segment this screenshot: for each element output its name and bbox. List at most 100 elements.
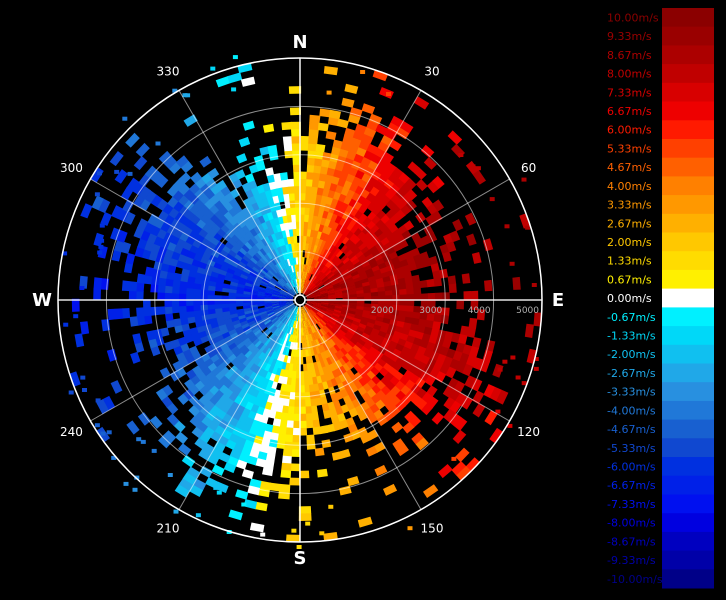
velocity-cell (347, 252, 356, 260)
velocity-cell (191, 426, 204, 439)
velocity-cell (207, 308, 216, 315)
velocity-cell (353, 363, 363, 373)
velocity-cell (275, 367, 282, 376)
velocity-cell (158, 150, 173, 165)
velocity-cell (317, 310, 325, 316)
velocity-cell (281, 462, 292, 471)
velocity-cell (222, 283, 231, 289)
velocity-cell (351, 320, 361, 327)
velocity-cell (317, 345, 324, 354)
velocity-cell (309, 333, 314, 342)
velocity-cell (271, 326, 278, 334)
velocity-cell (284, 317, 290, 325)
velocity-cell (433, 277, 442, 287)
velocity-cell (246, 249, 255, 258)
velocity-cell (285, 301, 294, 304)
velocity-cell (189, 327, 199, 336)
velocity-cell (174, 484, 190, 498)
velocity-cell (137, 237, 148, 250)
velocity-cell (280, 305, 288, 310)
velocity-cell (315, 269, 322, 278)
velocity-cell (293, 399, 300, 408)
velocity-cell (311, 308, 318, 314)
velocity-cell (289, 289, 296, 295)
velocity-cell (234, 230, 244, 240)
velocity-cell (136, 307, 145, 318)
velocity-cell (221, 331, 231, 339)
colorbar-label: 1.33m/s (607, 255, 652, 268)
velocity-cell (166, 271, 175, 280)
velocity-cell (309, 398, 317, 407)
velocity-cell (345, 317, 354, 324)
velocity-cell (314, 151, 325, 160)
velocity-cell (200, 304, 208, 311)
velocity-cell (441, 338, 452, 350)
velocity-cell (235, 292, 244, 297)
velocity-cell (207, 241, 217, 251)
velocity-cell (266, 251, 274, 260)
velocity-cell (331, 221, 340, 231)
velocity-cell (299, 413, 307, 422)
velocity-cell (325, 269, 333, 277)
velocity-cell (286, 302, 294, 306)
velocity-cell (246, 230, 255, 240)
radial-spoke (299, 178, 510, 301)
velocity-cell (187, 316, 196, 324)
velocity-cell (267, 364, 275, 374)
velocity-cell (62, 251, 68, 256)
velocity-cell (310, 243, 316, 252)
velocity-cell (479, 359, 490, 373)
velocity-cell (213, 485, 219, 490)
velocity-cell (151, 448, 157, 453)
velocity-cell (302, 278, 305, 287)
velocity-cell (333, 284, 342, 290)
velocity-cell (299, 427, 308, 436)
velocity-cell (406, 300, 415, 307)
velocity-cell (335, 162, 345, 172)
velocity-cell (367, 335, 377, 344)
velocity-cell (98, 198, 111, 214)
bearing-tick-label: 30 (424, 64, 439, 78)
velocity-cell (315, 194, 323, 203)
velocity-cell (344, 333, 353, 341)
velocity-cell (232, 55, 238, 60)
velocity-cell (272, 256, 279, 265)
velocity-cell (164, 285, 173, 294)
velocity-cell (331, 326, 339, 334)
velocity-cell (164, 306, 173, 315)
velocity-cell (340, 202, 350, 212)
velocity-cell (267, 312, 276, 318)
velocity-cell (169, 257, 179, 267)
velocity-cell (268, 226, 275, 235)
velocity-cell (281, 339, 287, 348)
velocity-cell (283, 222, 290, 231)
velocity-cell (246, 276, 255, 283)
velocity-cell (458, 153, 464, 157)
velocity-cell (207, 289, 216, 296)
velocity-cell (204, 245, 214, 255)
velocity-cell (271, 343, 278, 352)
velocity-cell (250, 286, 259, 292)
velocity-cell (262, 328, 270, 336)
velocity-cell (248, 164, 259, 174)
velocity-cell (331, 337, 339, 345)
velocity-cell (217, 253, 227, 262)
velocity-cell (266, 260, 274, 269)
velocity-cell (396, 444, 409, 457)
velocity-cell (252, 435, 264, 445)
velocity-cell (345, 276, 354, 283)
velocity-cell (270, 334, 277, 343)
velocity-cell (425, 320, 434, 329)
velocity-cell (270, 233, 278, 242)
velocity-cell (261, 221, 269, 231)
velocity-cell (310, 193, 318, 202)
velocity-cell (314, 158, 324, 167)
colorbar-label: -7.33m/s (607, 498, 656, 511)
velocity-cell (332, 421, 342, 432)
velocity-cell (163, 430, 177, 444)
velocity-cell (209, 204, 220, 215)
velocity-cell (269, 315, 277, 322)
velocity-cell (347, 340, 356, 349)
velocity-cell (360, 70, 366, 74)
velocity-cell (138, 186, 151, 200)
